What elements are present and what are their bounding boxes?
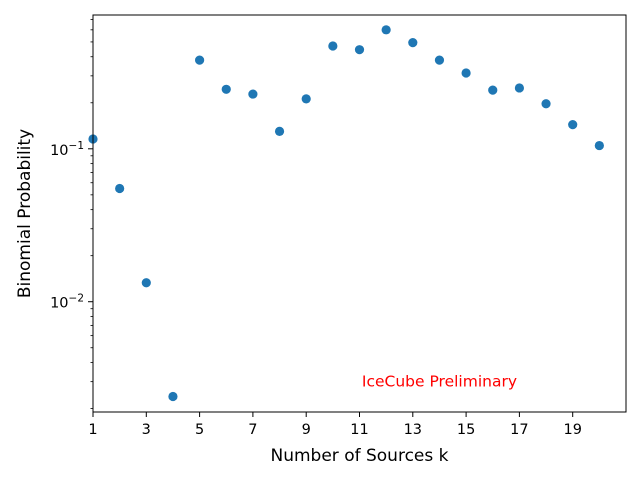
data-point [221,84,231,94]
data-point [434,55,445,65]
data-point [461,68,471,78]
data-point [248,89,258,99]
x-tick-label: 9 [302,422,311,438]
data-point [301,94,311,104]
data-point [381,25,391,35]
x-tick-label: 3 [142,422,151,438]
x-tick-label: 5 [195,422,204,438]
data-point [514,83,525,93]
plot-frame [92,14,627,413]
x-tick-label: 15 [457,422,475,438]
data-point [541,99,551,109]
x-tick-label: 17 [510,422,528,438]
data-point [488,85,498,95]
data-point [328,41,338,51]
data-point [115,183,125,194]
data-point [594,140,604,151]
annotation-icecube-preliminary: IceCube Preliminary [362,373,517,391]
x-tick-label: 1 [88,422,97,438]
data-point [354,45,365,55]
x-tick-label: 7 [248,422,257,438]
data-point [168,391,178,402]
x-tick-label: 11 [350,422,368,438]
data-point [568,119,578,130]
data-point [408,37,418,48]
data-points [88,25,604,402]
x-axis-label: Number of Sources k [271,446,449,466]
data-point [195,55,205,65]
x-tick-label: 13 [404,422,422,438]
x-tick-label: 19 [563,422,581,438]
y-tick-label: 10−2 [50,293,84,312]
ticks [88,148,574,417]
y-axis-label: Binomial Probability [15,129,35,298]
data-point [141,278,151,288]
y-tick-label: 10−1 [50,140,84,159]
plot-area [88,14,627,417]
data-point [274,126,285,136]
